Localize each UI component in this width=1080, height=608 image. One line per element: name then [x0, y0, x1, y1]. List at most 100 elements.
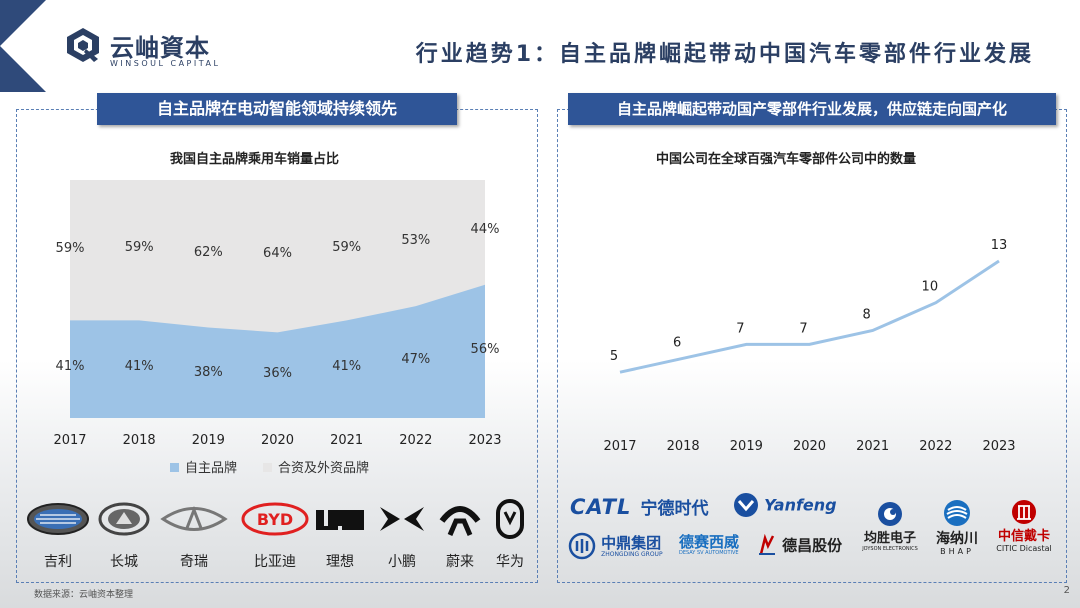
line-series — [619, 259, 1000, 374]
brand-name-label: 理想 — [326, 554, 354, 570]
yanfeng-text: Yanfeng — [764, 495, 837, 515]
line-data-label: 8 — [863, 308, 871, 323]
bhap-en-text: BHAP — [940, 547, 974, 556]
desay-cn-text: 德赛西威 — [679, 533, 740, 551]
logo-mark-icon — [67, 28, 99, 62]
left-panel-heading: 自主品牌在电动智能领域持续领先 — [97, 93, 457, 125]
domestic-data-label: 38% — [194, 365, 223, 380]
line-data-label: 10 — [922, 280, 939, 295]
logo-english-text: WINSOUL CAPITAL — [110, 59, 221, 68]
domestic-data-label: 41% — [56, 359, 85, 374]
foreign-data-label: 44% — [471, 222, 500, 237]
brand-name-label: 蔚来 — [446, 554, 474, 570]
area-x-tick-label: 2017 — [53, 433, 86, 448]
line-data-label: 7 — [736, 321, 744, 336]
area-x-tick-label: 2023 — [468, 433, 501, 448]
joyson-cn-text: 均胜电子 — [863, 531, 916, 546]
desay-logo: 德赛西威 DESAY SV AUTOMOTIVE — [679, 534, 739, 556]
li-auto-logo-icon — [314, 506, 366, 536]
catl-cn-text: 宁德时代 — [640, 499, 709, 519]
brand-name-label: 小鹏 — [388, 554, 416, 570]
citic-en-text: CITIC Dicastal — [996, 544, 1052, 553]
brand-name-label: 吉利 — [44, 554, 72, 570]
area-x-tick-label: 2020 — [261, 433, 294, 448]
right-panel-heading: 自主品牌崛起带动国产零部件行业发展，供应链走向国产化 — [568, 93, 1056, 125]
foreign-data-label: 64% — [263, 246, 292, 261]
area-x-tick-label: 2019 — [192, 433, 225, 448]
logo-chinese-text: 云岫資本 — [110, 34, 210, 62]
line-data-label: 5 — [610, 349, 618, 364]
bhap-icon — [944, 500, 970, 526]
brand-name-label: 华为 — [496, 554, 524, 570]
legend-swatch-domestic — [170, 463, 179, 472]
brand-name-label: 奇瑞 — [180, 554, 208, 570]
nio-logo-icon — [438, 501, 482, 541]
citic-cn-text: 中信戴卡 — [997, 529, 1050, 544]
dechang-text: 德昌股份 — [782, 536, 843, 555]
legend-label-foreign: 合资及外资品牌 — [278, 460, 369, 476]
domestic-data-label: 41% — [125, 359, 154, 374]
yanfeng-icon — [734, 493, 758, 517]
data-source-note: 数据来源：云岫资本整理 — [34, 590, 134, 600]
huawei-logo-icon — [495, 498, 525, 544]
catl-en-text: CATL — [570, 495, 632, 519]
svg-text:BYD: BYD — [257, 510, 293, 529]
zhongding-cn-text: 中鼎集团 — [601, 533, 662, 552]
joyson-logo: 均胜电子 JOYSON ELECTRONICS — [858, 500, 922, 552]
foreign-data-label: 62% — [194, 245, 223, 260]
line-x-tick-label: 2018 — [667, 439, 700, 454]
yanfeng-logo: Yanfeng — [733, 492, 837, 518]
domestic-data-label: 36% — [263, 366, 292, 381]
joyson-en-text: JOYSON ELECTRONICS — [862, 546, 918, 552]
joyson-icon — [878, 502, 902, 526]
citic-logo: 中信戴卡 CITIC Dicastal — [992, 498, 1056, 553]
line-x-tick-label: 2019 — [730, 439, 763, 454]
dechang-icon — [759, 533, 775, 555]
area-series-domestic — [70, 284, 485, 418]
brand-name-label: 比亚迪 — [254, 554, 296, 570]
zhongding-logo: 中鼎集团 ZHONGDING GROUP — [568, 532, 663, 560]
line-data-label: 6 — [673, 335, 681, 350]
byd-logo-icon: BYD — [240, 502, 310, 540]
chery-logo-icon — [159, 504, 229, 538]
corner-decoration — [0, 0, 46, 46]
line-chart: 5 6 7 7 8 10 13 2017 2018 2019 2020 2021 2022 2023 — [603, 238, 1015, 454]
bhap-logo: 海纳川 BHAP — [928, 498, 986, 556]
page-title: 行业趋势1：自主品牌崛起带动中国汽车零部件行业发展 — [415, 42, 1034, 67]
legend-label-domestic: 自主品牌 — [185, 460, 237, 476]
catl-logo: CATL 宁德时代 — [570, 494, 708, 519]
area-chart: 41% 41% 38% 36% 41% 47% 56% 59% 59% 62% 64% 59% 53% 4… — [53, 180, 502, 476]
zhongding-icon — [568, 532, 596, 560]
line-x-tick-label: 2021 — [856, 439, 889, 454]
line-chart-title: 中国公司在全球百强汽车零部件公司中的数量 — [656, 152, 917, 167]
foreign-data-label: 59% — [125, 240, 154, 255]
bhap-cn-text: 海纳川 — [936, 531, 978, 547]
legend-swatch-foreign — [263, 463, 272, 472]
geely-logo-icon — [26, 502, 90, 540]
brand-name-label: 长城 — [110, 554, 138, 570]
desay-en-text: DESAY SV AUTOMOTIVE — [679, 550, 739, 556]
area-chart-title: 我国自主品牌乘用车销量占比 — [170, 152, 340, 167]
line-data-label: 13 — [991, 238, 1008, 253]
foreign-data-label: 59% — [332, 240, 361, 255]
area-x-tick-label: 2021 — [330, 433, 363, 448]
foreign-data-label: 59% — [56, 241, 85, 256]
great-wall-logo-icon — [98, 502, 150, 540]
foreign-data-label: 53% — [401, 233, 430, 248]
line-x-tick-label: 2023 — [982, 439, 1015, 454]
xpeng-logo-icon — [378, 505, 426, 537]
line-data-label: 7 — [799, 321, 807, 336]
line-x-tick-label: 2017 — [603, 439, 636, 454]
domestic-data-label: 41% — [332, 359, 361, 374]
dechang-logo: 德昌股份 — [757, 533, 843, 556]
corner-decoration-lower — [0, 46, 46, 92]
domestic-data-label: 56% — [471, 342, 500, 357]
line-x-tick-label: 2020 — [793, 439, 826, 454]
domestic-data-label: 47% — [401, 352, 430, 367]
area-x-tick-label: 2022 — [399, 433, 432, 448]
page-number: 2 — [1063, 585, 1070, 596]
line-x-tick-label: 2022 — [919, 439, 952, 454]
zhongding-en-text: ZHONGDING GROUP — [601, 550, 663, 558]
area-x-tick-label: 2018 — [123, 433, 156, 448]
citic-icon — [1012, 500, 1036, 524]
